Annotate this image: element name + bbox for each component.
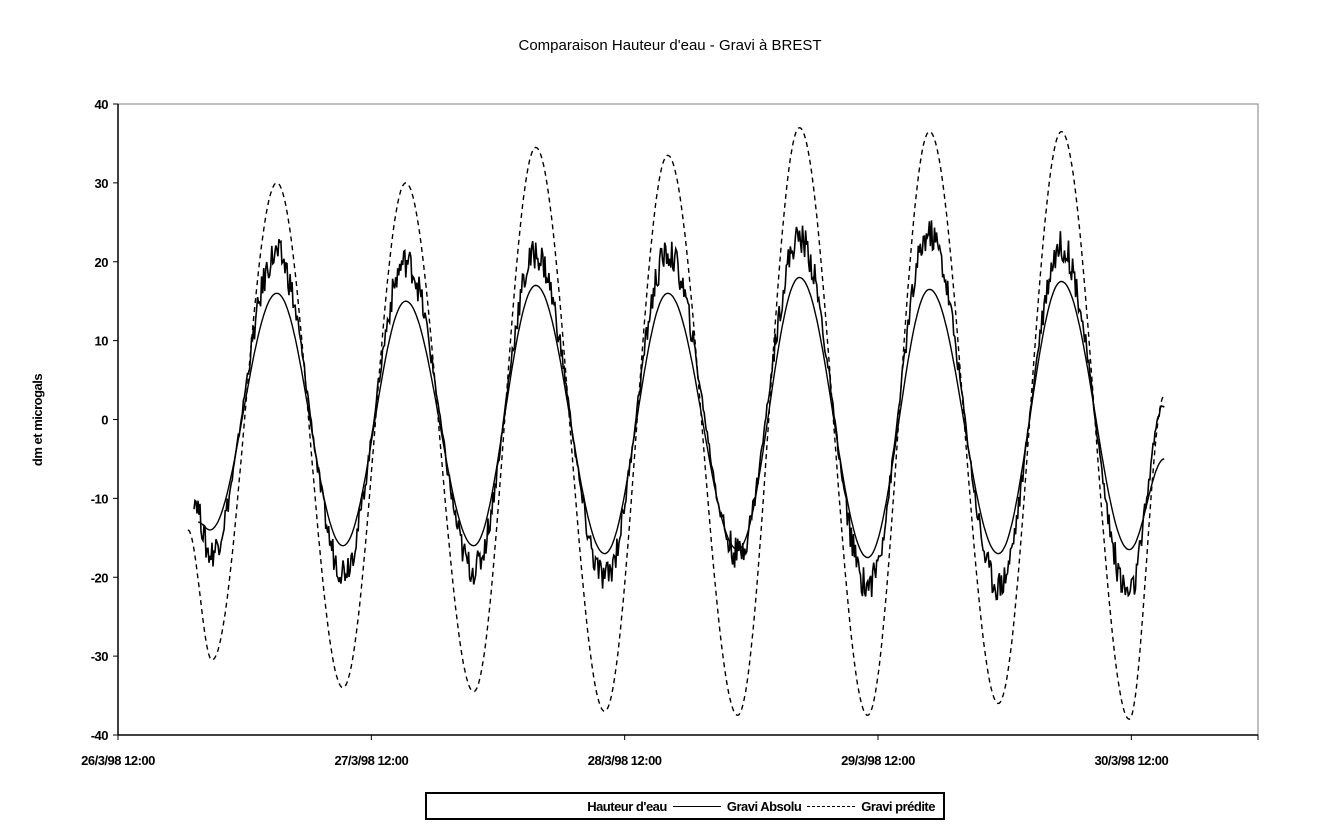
legend-sample-gravi-absolu [672,805,721,807]
legend-label-gravi-predite: Gravi prédite [861,798,935,814]
y-tick-label: 40 [95,97,109,112]
y-tick-label: 20 [95,255,109,270]
x-tick-label: 30/3/98 12:00 [1094,753,1168,768]
chart-title: Comparaison Hauteur d'eau - Gravi à BRES… [519,37,822,54]
y-tick-label: 30 [95,176,109,191]
y-tick-label: -20 [91,570,109,585]
x-tick-label: 26/3/98 12:00 [81,753,155,768]
y-tick-label: 0 [101,413,108,428]
series-line-hauteur-d-eau [197,276,1165,559]
series-line-gravi-absolu [193,220,1165,601]
series-line-gravi-pr-dite [187,126,1165,720]
plot-area [117,103,1259,736]
y-tick-label: 10 [95,334,109,349]
legend-label-hauteur: Hauteur d'eau [587,798,667,814]
legend: Hauteur d'eau Gravi Absolu Gravi prédite [425,792,945,820]
x-tick-label: 27/3/98 12:00 [334,753,408,768]
y-tick-label: -30 [91,649,109,664]
legend-label-gravi-absolu: Gravi Absolu [726,798,802,814]
y-tick-label: -40 [91,728,109,743]
x-tick-label: 29/3/98 12:00 [841,753,915,768]
x-tick-label: 28/3/98 12:00 [588,753,662,768]
y-tick-label: -10 [91,491,109,506]
y-axis-label: dm et microgals [30,374,45,466]
legend-sample-gravi-predite [807,805,856,807]
